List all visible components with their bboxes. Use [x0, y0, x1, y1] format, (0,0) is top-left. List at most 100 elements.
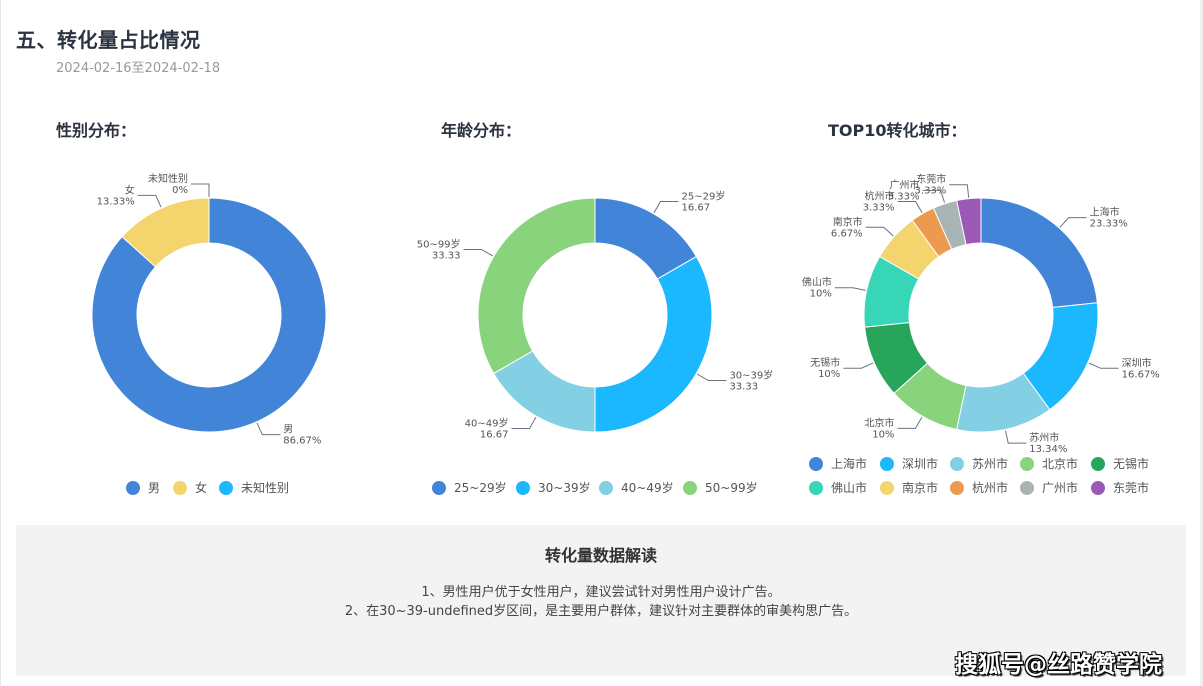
legend-label: 未知性别: [241, 481, 289, 495]
slice-label-value: 10%: [810, 289, 832, 300]
legend-dot-icon: [950, 457, 964, 471]
legend-dot-icon: [173, 481, 187, 495]
label-leader-line: [191, 183, 210, 197]
donut-slice[interactable]: [91, 197, 327, 433]
slice-label-name: 佛山市: [802, 276, 832, 289]
legend-dot-icon: [809, 481, 823, 495]
legend-label: 北京市: [1042, 456, 1078, 471]
legend-label: 25~29岁: [454, 480, 507, 495]
label-leader-line: [1088, 362, 1119, 369]
legend-item[interactable]: 杭州市: [950, 480, 1008, 495]
legend-label: 40~49岁: [621, 480, 674, 495]
legend-item[interactable]: 东莞市: [1091, 480, 1149, 495]
slice-label-value: 16.67: [682, 203, 711, 214]
charts-canvas: 男86.67%女13.33%未知性别0%男女未知性别 25~29岁16.6730…: [91, 172, 1160, 495]
label-leader-line: [897, 201, 923, 214]
legend-dot-icon: [516, 481, 530, 495]
gender-donut-chart[interactable]: 男86.67%女13.33%未知性别0%男女未知性别: [91, 172, 327, 495]
age-donut-chart[interactable]: 25~29岁16.6730~39岁33.3340~49岁16.6750~99岁3…: [417, 190, 774, 495]
legend-item[interactable]: 深圳市: [880, 456, 938, 471]
slice-label-name: 南京市: [833, 215, 863, 228]
legend-item[interactable]: 30~39岁: [516, 480, 591, 495]
legend-item[interactable]: 女: [173, 480, 207, 495]
legend-dot-icon: [880, 457, 894, 471]
slice-label-value: 13.33%: [97, 196, 135, 207]
label-leader-line: [922, 189, 946, 203]
legend-dot-icon: [950, 481, 964, 495]
section-title: 五、转化量占比情况: [16, 28, 201, 52]
legend-item[interactable]: 40~49岁: [599, 480, 674, 495]
slice-label-name: 50~99岁: [417, 237, 461, 250]
summary-title: 转化量数据解读: [544, 546, 657, 565]
slice-label-value: 3.33%: [915, 186, 947, 197]
label-leader-line: [256, 422, 281, 436]
label-leader-line: [511, 416, 537, 429]
legend-item[interactable]: 50~99岁: [683, 480, 758, 495]
legend-item[interactable]: 苏州市: [950, 456, 1008, 471]
slice-label-value: 10%: [872, 429, 894, 440]
label-leader-line: [1005, 430, 1027, 444]
legend-dot-icon: [683, 481, 697, 495]
legend-item[interactable]: 男: [126, 481, 160, 495]
slice-label-name: 30~39岁: [729, 369, 773, 382]
label-leader-line: [137, 194, 162, 208]
slice-label-value: 3.33%: [888, 191, 920, 202]
legend-dot-icon: [1020, 457, 1034, 471]
page-scrollbar-track[interactable]: [1200, 0, 1203, 686]
legend-item[interactable]: 25~29岁: [432, 480, 507, 495]
legend-label: 30~39岁: [538, 480, 591, 495]
legend-dot-icon: [1091, 481, 1105, 495]
slice-label-name: 男: [283, 424, 293, 436]
legend-item[interactable]: 上海市: [809, 456, 867, 471]
slice-label-value: 0%: [172, 185, 188, 196]
legend-label: 东莞市: [1113, 480, 1149, 495]
summary-line-2: 2、在30~39-undefined岁区间，是主要用户群体，建议针对主要群体的审…: [344, 604, 858, 619]
legend-label: 男: [148, 481, 160, 495]
legend-dot-icon: [126, 481, 140, 495]
label-leader-line: [843, 362, 874, 369]
summary-panel: 转化量数据解读 1、男性用户优于女性用户，建议尝试针对男性用户设计广告。 2、在…: [16, 525, 1186, 676]
legend-label: 50~99岁: [705, 480, 758, 495]
age-chart-title: 年龄分布：: [441, 121, 522, 140]
slice-label-name: 无锡市: [810, 356, 840, 369]
legend-label: 佛山市: [831, 480, 867, 495]
legend-item[interactable]: 佛山市: [809, 480, 867, 495]
donut-slice[interactable]: [477, 197, 596, 375]
legend-dot-icon: [1020, 481, 1034, 495]
legend-label: 深圳市: [902, 456, 938, 471]
slice-label-value: 13.34%: [1029, 444, 1067, 455]
gender-chart-title: 性别分布：: [56, 121, 137, 140]
slice-label-name: 广州市: [890, 178, 920, 191]
legend-item[interactable]: 广州市: [1020, 480, 1078, 495]
legend-dot-icon: [219, 481, 233, 495]
slice-label-value: 6.67%: [831, 228, 863, 239]
legend-item[interactable]: 南京市: [880, 480, 938, 495]
legend-label: 广州市: [1042, 480, 1078, 495]
slice-label-name: 女: [125, 183, 135, 196]
slice-label-name: 杭州市: [865, 190, 895, 203]
label-leader-line: [949, 184, 970, 198]
legend-item[interactable]: 北京市: [1020, 456, 1078, 471]
city-donut-chart[interactable]: 上海市23.33%深圳市16.67%苏州市13.34%北京市10%无锡市10%佛…: [802, 173, 1160, 495]
label-leader-line: [463, 248, 494, 257]
label-leader-line: [834, 287, 866, 291]
slice-label-name: 40~49岁: [465, 416, 509, 429]
legend-label: 女: [195, 480, 207, 495]
legend-item[interactable]: 无锡市: [1091, 456, 1149, 471]
donut-slice[interactable]: [121, 197, 210, 268]
legend-item[interactable]: 未知性别: [219, 481, 289, 495]
label-leader-line: [897, 416, 923, 429]
slice-label-value: 3.33%: [863, 203, 895, 214]
donut-slice[interactable]: [594, 255, 713, 433]
donut-slice[interactable]: [956, 197, 982, 246]
legend-label: 上海市: [831, 456, 867, 471]
legend-label: 南京市: [902, 480, 938, 495]
slice-label-name: 东莞市: [916, 173, 946, 186]
legend-label: 苏州市: [972, 456, 1008, 471]
legend-dot-icon: [1091, 457, 1105, 471]
legend-label: 杭州市: [972, 480, 1008, 495]
donut-slice[interactable]: [980, 197, 1098, 309]
page-left-border: [0, 0, 1, 686]
legend-dot-icon: [599, 481, 613, 495]
slice-label-value: 86.67%: [283, 436, 321, 447]
